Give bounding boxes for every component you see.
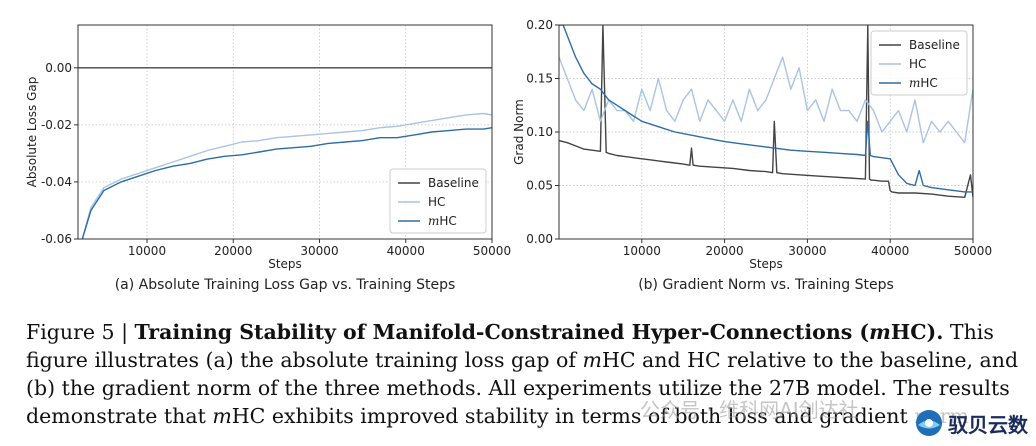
series-line-mhc — [81, 127, 492, 239]
plot-frame — [77, 24, 493, 240]
x-axis-label: Steps — [749, 257, 783, 271]
legend-label-hc: HC — [909, 57, 926, 71]
y-tick-label: 0.00 — [45, 61, 72, 75]
legend-label-mhc: mHC — [428, 214, 457, 228]
x-tick-label: 50000 — [954, 244, 992, 258]
x-tick-label: 20000 — [706, 244, 744, 258]
series-group — [78, 67, 492, 239]
caption-m1: m — [582, 348, 602, 372]
x-axis-label: Steps — [268, 257, 302, 271]
y-tick-label: 0.15 — [526, 72, 553, 86]
y-axis-label: Grad Norm — [512, 99, 526, 165]
y-tick-label: 0.00 — [526, 232, 553, 246]
legend-label-hc: HC — [428, 195, 445, 209]
watermark: 公众号 · 维科网AI剑达社 — [640, 398, 859, 422]
x-tick-label: 10000 — [128, 244, 166, 258]
legend: Baseline HC mHC — [389, 168, 487, 234]
sub-caption: (a) Absolute Training Loss Gap vs. Train… — [115, 277, 456, 293]
brand-badge: 驭贝云数 — [910, 408, 1032, 438]
caption-title-part2: HC). — [890, 320, 944, 344]
legend-label-mhc: mHC — [909, 76, 938, 90]
caption-title-m: m — [869, 320, 891, 344]
x-tick-label: 10000 — [623, 244, 661, 258]
x-tick-label: 50000 — [473, 244, 511, 258]
series-group — [559, 25, 973, 199]
series-line-baseline — [559, 25, 973, 199]
series-line-hc — [559, 56, 973, 144]
caption-title: Training Stability of Manifold-Constrain… — [135, 320, 944, 344]
y-tick-label: -0.02 — [41, 118, 72, 132]
y-tick-label: 0.10 — [526, 125, 553, 139]
brand-text: 驭贝云数 — [948, 412, 1028, 437]
caption-body-3: HC exhibits improved stability in terms … — [231, 404, 976, 428]
legend-box — [389, 168, 487, 234]
sub-caption: (b) Gradient Norm vs. Training Steps — [638, 277, 894, 293]
caption-body-2: HC and HC relative to the baseline, and … — [26, 348, 1019, 428]
y-tick-label: -0.06 — [41, 232, 72, 246]
series-line-hc — [81, 112, 492, 239]
brand-logo-icon — [916, 410, 942, 436]
x-tick-label: 30000 — [300, 244, 338, 258]
legend-label-baseline: Baseline — [428, 176, 479, 190]
series-line-mhc — [559, 25, 973, 193]
y-tick-label: 0.05 — [526, 179, 553, 193]
legend: Baseline HC mHC — [870, 30, 968, 96]
panel-a-loss-gap: 10000 20000 30000 40000 50000 -0.06 -0.04 -0.02… — [25, 24, 511, 293]
caption-title-part1: Training Stability of Manifold-Constrain… — [134, 320, 870, 344]
caption-prefix: Figure 5 | — [26, 320, 135, 344]
x-tick-label: 40000 — [871, 244, 909, 258]
charts-canvas: 10000 20000 30000 40000 50000 -0.06 -0.04 -0.02… — [25, 18, 992, 293]
legend-box — [870, 30, 968, 96]
y-axis-label: Absolute Loss Gap — [25, 77, 39, 188]
figure-caption: Figure 5 | Training Stability of Manifol… — [26, 318, 1026, 430]
panel-b-grad-norm: 10000 20000 30000 40000 50000 0.00 0.05 0.10 0.1… — [512, 18, 992, 293]
x-tick-label: 40000 — [387, 244, 425, 258]
legend-label-baseline: Baseline — [909, 38, 960, 52]
caption-body-1: This figure illustrates (a) the absolute… — [26, 320, 994, 372]
y-tick-label: -0.04 — [41, 175, 72, 189]
x-tick-label: 20000 — [214, 244, 252, 258]
x-tick-label: 30000 — [788, 244, 826, 258]
y-tick-label: 0.20 — [526, 18, 553, 32]
caption-m2: m — [212, 404, 232, 428]
